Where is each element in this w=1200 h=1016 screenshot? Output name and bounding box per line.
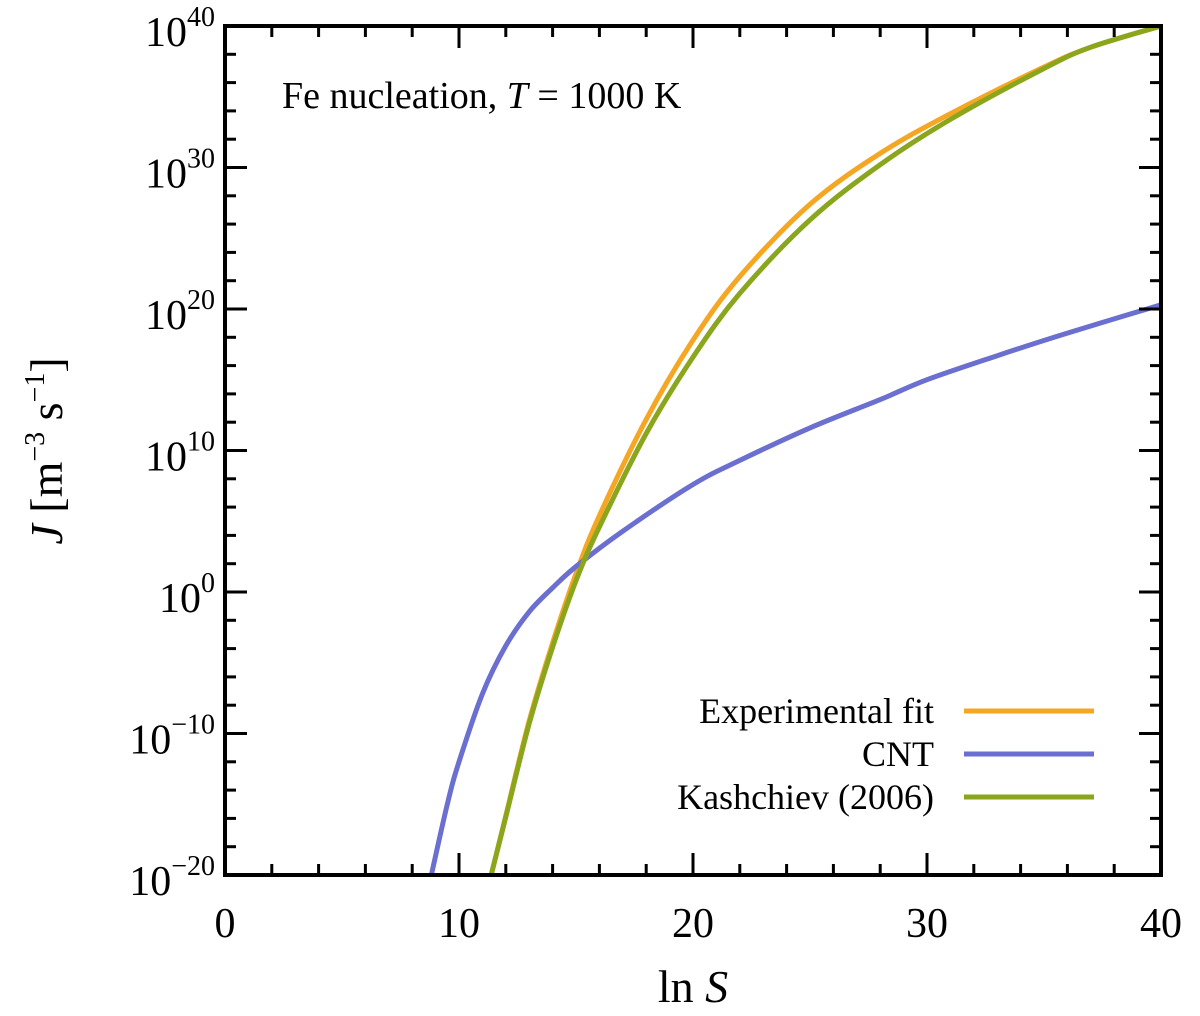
y-tick-label: 1010 bbox=[145, 427, 215, 481]
x-axis-title: ln S bbox=[658, 961, 728, 1012]
x-tick-label: 30 bbox=[906, 901, 948, 947]
y-tick-label: 1030 bbox=[145, 144, 215, 198]
x-tick-label: 10 bbox=[438, 901, 480, 947]
legend-label-0: Experimental fit bbox=[699, 691, 934, 731]
y-tick-labels: 10−20 10−10 100 1010 1020 1030 1040 bbox=[129, 2, 215, 905]
y-tick-label: 100 bbox=[159, 568, 215, 622]
y-tick-label: 1020 bbox=[145, 285, 215, 339]
axis-ticks bbox=[223, 24, 1163, 877]
x-tick-label: 20 bbox=[672, 901, 714, 947]
x-tick-label: 0 bbox=[215, 901, 236, 947]
series-curves bbox=[428, 26, 1161, 875]
series-line-2 bbox=[488, 26, 1161, 875]
y-tick-label: 10−20 bbox=[129, 851, 215, 905]
y-axis-title: J [m−3 s−1] bbox=[20, 357, 72, 544]
y-tick-label: 1040 bbox=[145, 2, 215, 56]
legend-label-1: CNT bbox=[862, 734, 934, 774]
series-line-1 bbox=[428, 302, 1161, 875]
y-tick-label: 10−10 bbox=[129, 710, 215, 764]
annotation-text: Fe nucleation, T = 1000 K bbox=[282, 75, 682, 117]
x-tick-label: 40 bbox=[1140, 901, 1182, 947]
plot-frame bbox=[223, 24, 1163, 877]
x-tick-labels: 0 10 20 30 40 bbox=[215, 901, 1183, 947]
legend-label-2: Kashchiev (2006) bbox=[677, 777, 934, 817]
